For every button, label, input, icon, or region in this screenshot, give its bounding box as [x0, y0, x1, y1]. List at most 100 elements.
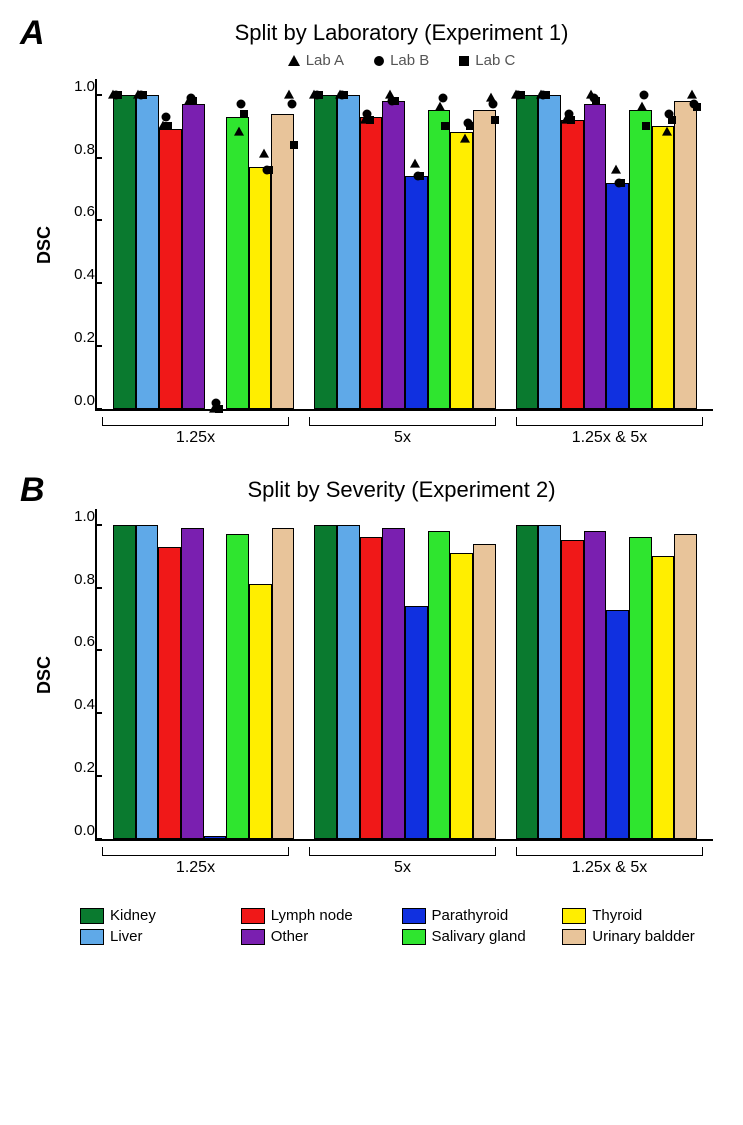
- bar-salivary_gland: [629, 110, 652, 409]
- legend-swatch: [241, 929, 265, 945]
- marker-lab-c: [466, 122, 474, 130]
- circle-icon: [374, 56, 384, 66]
- bar-parathyroid: [405, 606, 428, 839]
- bar-kidney: [516, 95, 539, 409]
- legend-item-kidney: Kidney: [80, 907, 231, 924]
- marker-lab-b: [237, 100, 246, 109]
- bar-group: [103, 509, 304, 839]
- bar-parathyroid: [606, 610, 629, 839]
- bar-thyroid: [652, 126, 675, 409]
- legend-item-urinary_bladder: Urinary baldder: [562, 928, 713, 945]
- marker-lab-c: [340, 91, 348, 99]
- bar-other: [181, 528, 204, 839]
- y-axis-b: 1.00.80.60.40.20.0: [55, 509, 95, 839]
- bar-salivary_gland: [428, 531, 451, 839]
- legend-label: Other: [271, 928, 309, 945]
- y-axis-a: 1.00.80.60.40.20.0: [55, 79, 95, 409]
- legend-swatch: [402, 908, 426, 924]
- bar-parathyroid: [204, 836, 227, 839]
- marker-lab-c: [542, 91, 550, 99]
- bar-urinary_bladder: [473, 544, 496, 839]
- bar-thyroid: [450, 132, 473, 409]
- x-axis-b: 1.25x5x1.25x & 5x: [92, 845, 713, 877]
- marker-lab-c: [391, 97, 399, 105]
- marker-legend: Lab A Lab B Lab C: [90, 52, 713, 69]
- marker-lab-c: [441, 122, 449, 130]
- marker-lab-a: [687, 89, 697, 98]
- x-axis-a: 1.25x5x1.25x & 5x: [92, 415, 713, 447]
- bar-salivary_gland: [226, 534, 249, 839]
- triangle-icon: [288, 55, 300, 66]
- marker-legend-lab-c: Lab C: [459, 52, 515, 69]
- bar-urinary_bladder: [674, 534, 697, 839]
- marker-legend-lab-b: Lab B: [374, 52, 429, 69]
- bar-lymph_node: [561, 120, 584, 409]
- marker-lab-a: [435, 102, 445, 111]
- marker-lab-c: [114, 91, 122, 99]
- marker-lab-a: [259, 149, 269, 158]
- marker-lab-c: [592, 97, 600, 105]
- marker-lab-a: [284, 89, 294, 98]
- marker-lab-c: [215, 405, 223, 413]
- bar-urinary_bladder: [674, 101, 697, 409]
- marker-lab-c: [617, 179, 625, 187]
- bar-other: [382, 101, 405, 409]
- x-group-label: 1.25x: [92, 845, 299, 877]
- legend-swatch: [80, 929, 104, 945]
- legend-item-lymph_node: Lymph node: [241, 907, 392, 924]
- square-icon: [459, 56, 469, 66]
- marker-legend-lab-a: Lab A: [288, 52, 344, 69]
- marker-lab-c: [240, 110, 248, 118]
- x-group-label: 1.25x & 5x: [506, 845, 713, 877]
- legend-label: Parathyroid: [432, 907, 509, 924]
- bar-kidney: [113, 525, 136, 839]
- plot-area-b: [95, 509, 713, 841]
- plot-area-a: [95, 79, 713, 411]
- x-group-label: 1.25x & 5x: [506, 415, 713, 447]
- marker-lab-b: [640, 90, 649, 99]
- marker-lab-a: [234, 127, 244, 136]
- marker-lab-b: [287, 100, 296, 109]
- marker-lab-a: [611, 165, 621, 174]
- bar-urinary_bladder: [272, 528, 295, 839]
- bar-liver: [337, 95, 360, 409]
- marker-lab-c: [517, 91, 525, 99]
- legend-label: Lymph node: [271, 907, 353, 924]
- marker-lab-b: [489, 100, 498, 109]
- bar-liver: [136, 95, 159, 409]
- marker-lab-c: [693, 103, 701, 111]
- bar-parathyroid: [405, 176, 428, 409]
- color-legend: Kidney Lymph node Parathyroid Thyroid Liver O…: [80, 907, 713, 945]
- bar-liver: [337, 525, 360, 839]
- bar-other: [584, 104, 607, 409]
- marker-lab-c: [164, 122, 172, 130]
- bar-salivary_gland: [226, 117, 249, 409]
- panel-a-title: Split by Laboratory (Experiment 1): [90, 20, 713, 46]
- legend-item-salivary_gland: Salivary gland: [402, 928, 553, 945]
- bar-parathyroid: [606, 183, 629, 409]
- marker-lab-c: [416, 172, 424, 180]
- bar-thyroid: [249, 584, 272, 839]
- marker-lab-c: [668, 116, 676, 124]
- x-group-label: 5x: [299, 415, 506, 447]
- bar-kidney: [516, 525, 539, 839]
- legend-label: Kidney: [110, 907, 156, 924]
- legend-label: Liver: [110, 928, 143, 945]
- marker-lab-c: [366, 116, 374, 124]
- marker-lab-c: [189, 97, 197, 105]
- marker-lab-b: [161, 112, 170, 121]
- bar-urinary_bladder: [473, 110, 496, 409]
- bar-other: [182, 104, 205, 409]
- bar-lymph_node: [159, 129, 182, 409]
- panel-a: A Split by Laboratory (Experiment 1) Lab…: [30, 20, 713, 447]
- marker-lab-a: [637, 102, 647, 111]
- bar-group: [506, 509, 707, 839]
- bar-liver: [538, 525, 561, 839]
- legend-label: Thyroid: [592, 907, 642, 924]
- x-group-label: 5x: [299, 845, 506, 877]
- marker-lab-c: [315, 91, 323, 99]
- y-axis-label-b: DSC: [30, 509, 55, 841]
- marker-lab-c: [290, 141, 298, 149]
- bar-lymph_node: [360, 117, 383, 409]
- legend-swatch: [241, 908, 265, 924]
